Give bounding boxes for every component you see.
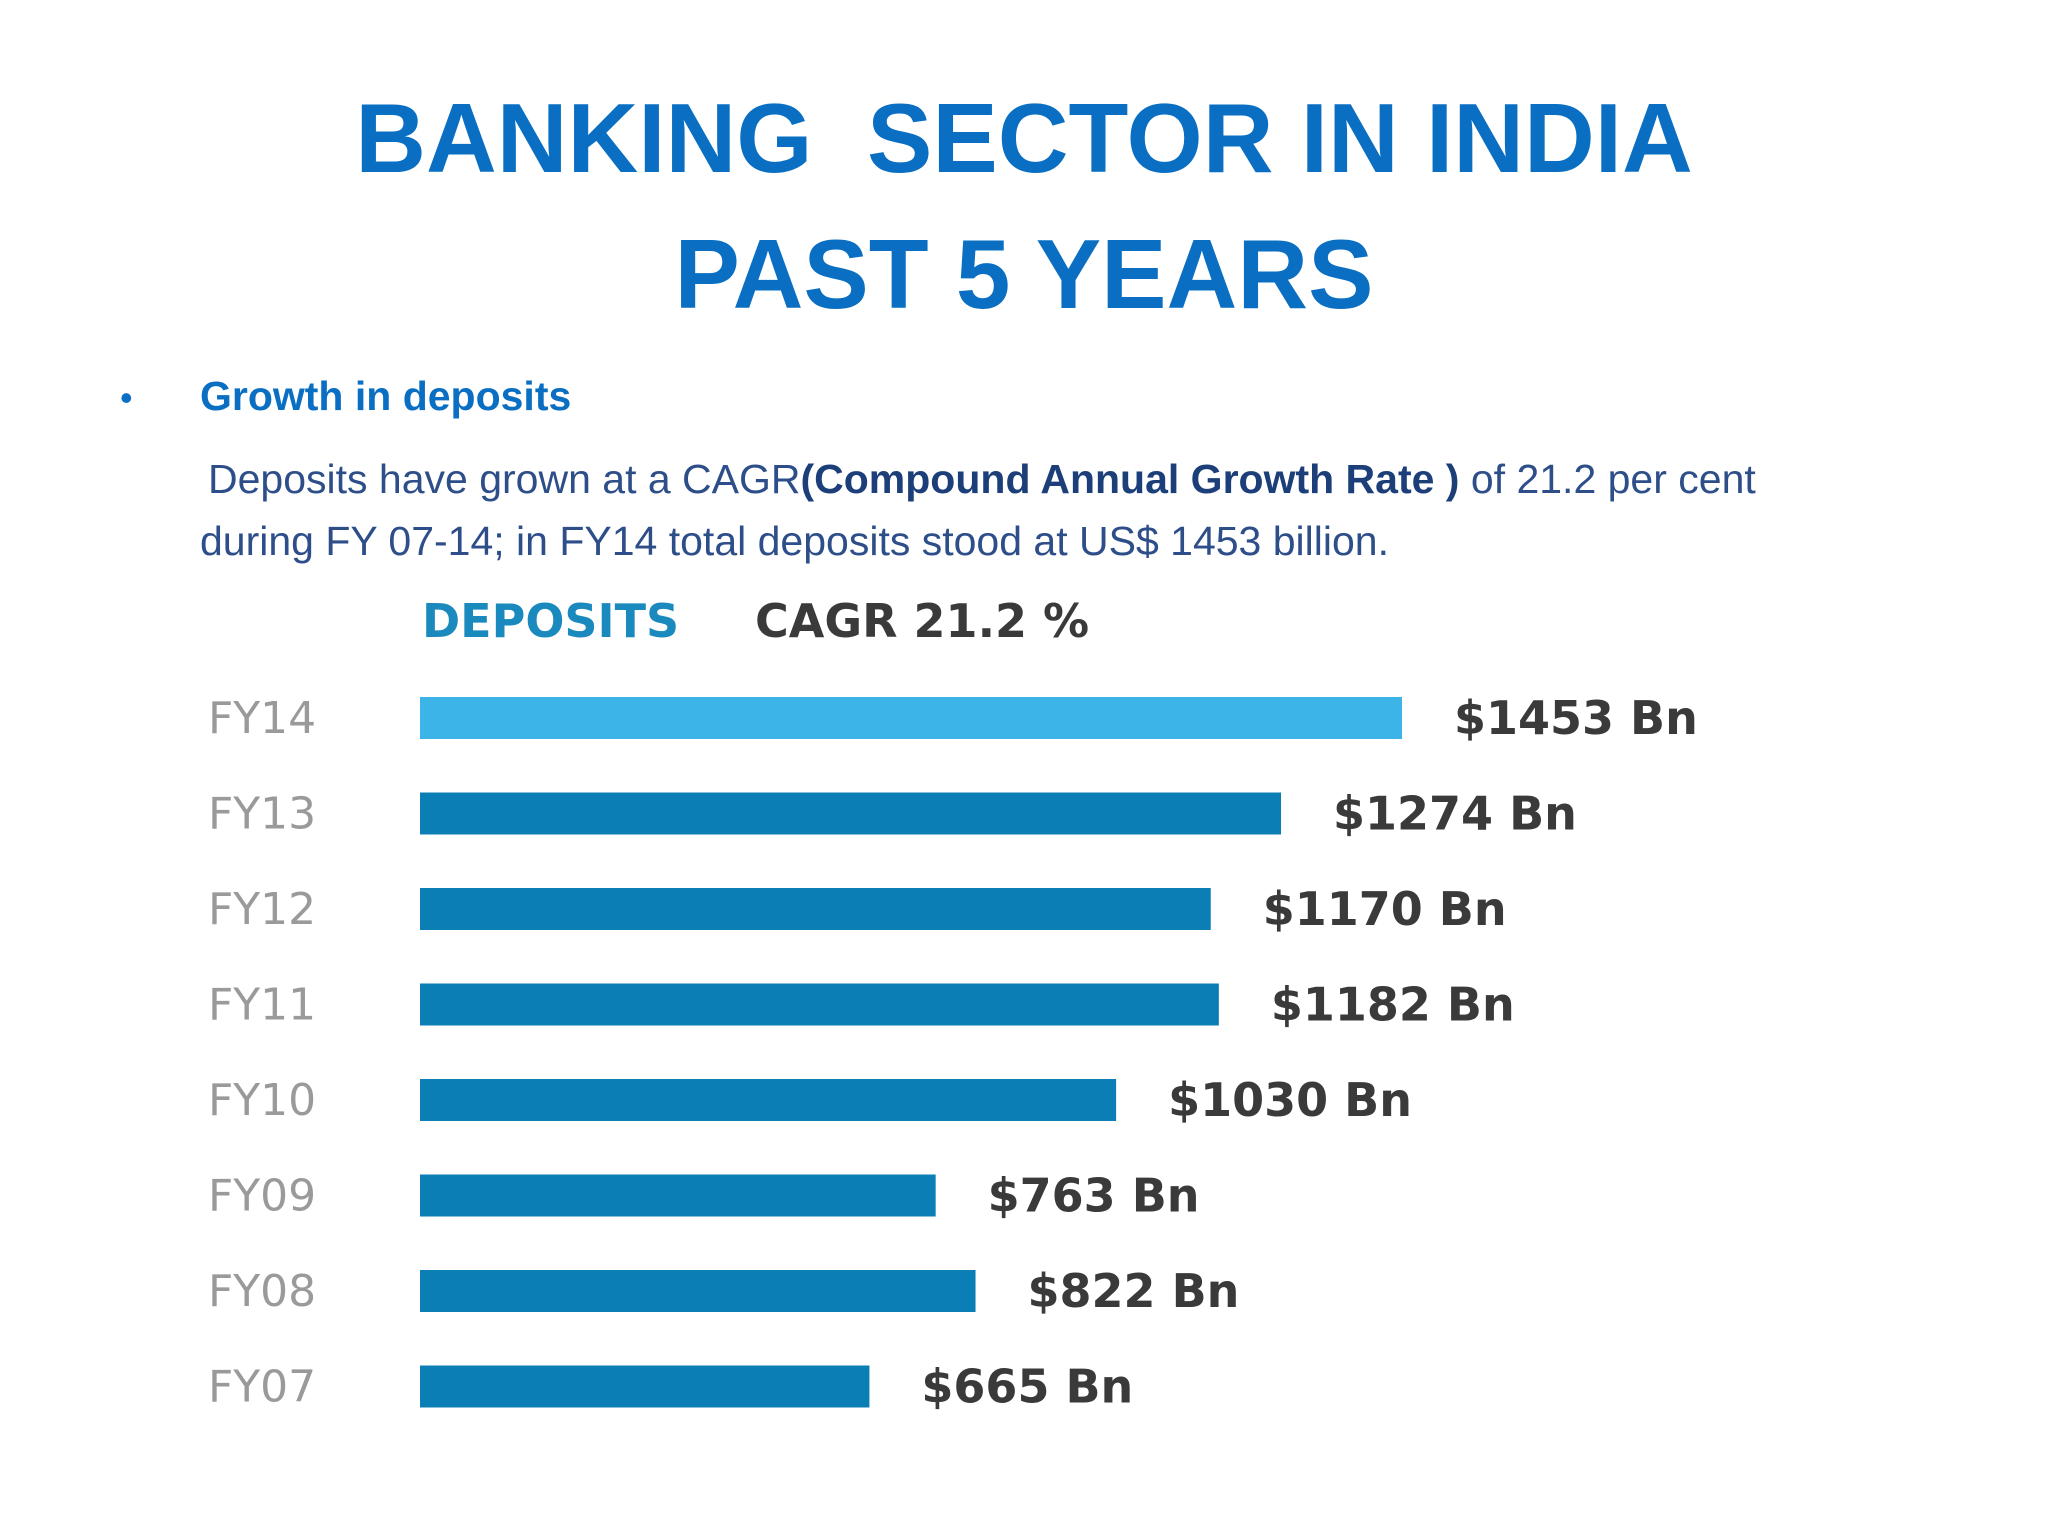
- category-label-fy13: FY13: [208, 789, 316, 840]
- deposits-chart: DEPOSITS CAGR 21.2 % FY14 $1453 Bn FY13 $1274…: [200, 585, 1760, 1425]
- value-label-fy14: $1453 Bn: [1454, 691, 1698, 745]
- bullet-dot-icon: •: [120, 377, 133, 418]
- bar-fy14: [420, 697, 1402, 739]
- bar-fy12: [420, 888, 1211, 930]
- bar-fy13: [420, 792, 1282, 835]
- value-label-fy10: $1030 Bn: [1168, 1073, 1412, 1127]
- value-label-fy13: $1274 Bn: [1333, 787, 1577, 841]
- bar-fy07: [420, 1365, 870, 1408]
- value-label-fy07: $665 Bn: [921, 1360, 1133, 1414]
- value-label-fy08: $822 Bn: [1028, 1264, 1240, 1318]
- category-label-fy11: FY11: [208, 980, 316, 1031]
- chart-subtitle: CAGR 21.2 %: [755, 594, 1089, 648]
- chart-title: DEPOSITS: [422, 594, 679, 648]
- deposits-bar-chart-svg: DEPOSITS CAGR 21.2 % FY14 $1453 Bn FY13 $1274…: [208, 594, 1698, 1414]
- paragraph-text-2: of 21.2 per cent during FY 07-14; in FY1…: [200, 456, 1756, 564]
- category-label-fy08: FY08: [208, 1266, 316, 1317]
- category-label-fy12: FY12: [208, 884, 316, 935]
- title-line-1: BANKING SECTOR IN INDIA: [355, 83, 1693, 193]
- slide-title: BANKING SECTOR IN INDIA PAST 5 YEARS: [0, 70, 2048, 342]
- title-line-2: PAST 5 YEARS: [674, 219, 1374, 329]
- bullet-heading-row: • Growth in deposits: [120, 373, 571, 420]
- bar-fy11: [420, 983, 1219, 1026]
- bar-fy08: [420, 1270, 976, 1312]
- bar-fy10: [420, 1079, 1117, 1121]
- category-label-fy09: FY09: [208, 1171, 316, 1222]
- category-label-fy10: FY10: [208, 1075, 316, 1126]
- category-label-fy07: FY07: [208, 1362, 316, 1413]
- paragraph-text-1: Deposits have grown at a CAGR: [208, 456, 801, 502]
- value-label-fy12: $1170 Bn: [1263, 882, 1507, 936]
- bullet-heading: Growth in deposits: [200, 373, 572, 419]
- category-label-fy14: FY14: [208, 693, 316, 744]
- bullet-paragraph: Deposits have grown at a CAGR(Compound A…: [200, 448, 1880, 572]
- value-label-fy11: $1182 Bn: [1271, 978, 1515, 1032]
- bar-fy09: [420, 1174, 936, 1217]
- paragraph-bold-term: (Compound Annual Growth Rate ): [800, 456, 1460, 502]
- value-label-fy09: $763 Bn: [988, 1169, 1200, 1223]
